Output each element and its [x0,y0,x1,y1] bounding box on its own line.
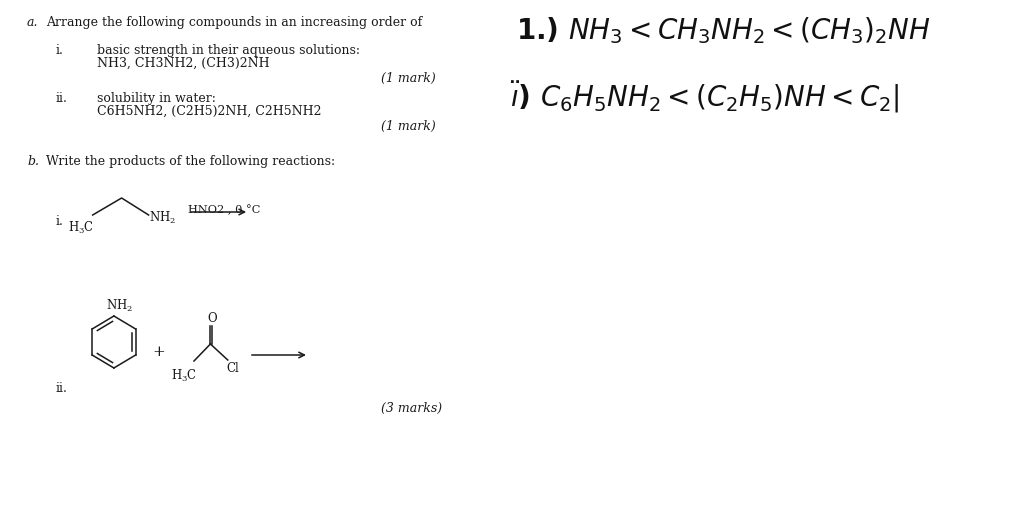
Text: 1.) $NH_3 < CH_3NH_2 < (CH_3)_2NH$: 1.) $NH_3 < CH_3NH_2 < (CH_3)_2NH$ [516,15,931,46]
Text: O: O [208,312,217,325]
Text: b.: b. [27,155,39,168]
Text: i.: i. [56,215,63,228]
Text: a.: a. [27,16,39,29]
Text: solubility in water:: solubility in water: [96,92,215,105]
Text: (1 mark): (1 mark) [381,72,436,85]
Text: basic strength in their aqueous solutions:: basic strength in their aqueous solution… [96,44,359,57]
Text: $\ddot{\imath}$) $C_6H_5NH_2 < (C_2H_5)NH < C_2|$: $\ddot{\imath}$) $C_6H_5NH_2 < (C_2H_5)N… [510,80,899,116]
Text: Arrange the following compounds in an increasing order of: Arrange the following compounds in an in… [46,16,423,29]
Text: NH3, CH3NH2, (CH3)2NH: NH3, CH3NH2, (CH3)2NH [96,57,269,70]
Text: ii.: ii. [56,92,68,105]
Text: Cl: Cl [226,362,240,375]
Text: +: + [153,345,165,359]
Text: $\mathregular{H_3C}$: $\mathregular{H_3C}$ [68,220,94,236]
Text: (1 mark): (1 mark) [381,120,436,133]
Text: $\mathregular{H_3C}$: $\mathregular{H_3C}$ [171,368,197,384]
Text: i.: i. [56,44,63,57]
Text: Write the products of the following reactions:: Write the products of the following reac… [46,155,336,168]
Text: $\mathregular{NH_2}$: $\mathregular{NH_2}$ [106,298,133,314]
Text: HNO2 , 0 °C: HNO2 , 0 °C [188,205,260,215]
Text: $\mathregular{NH_2}$: $\mathregular{NH_2}$ [148,210,176,226]
Text: ii.: ii. [56,382,68,395]
Text: C6H5NH2, (C2H5)2NH, C2H5NH2: C6H5NH2, (C2H5)2NH, C2H5NH2 [96,105,321,118]
Text: (3 marks): (3 marks) [381,402,442,415]
